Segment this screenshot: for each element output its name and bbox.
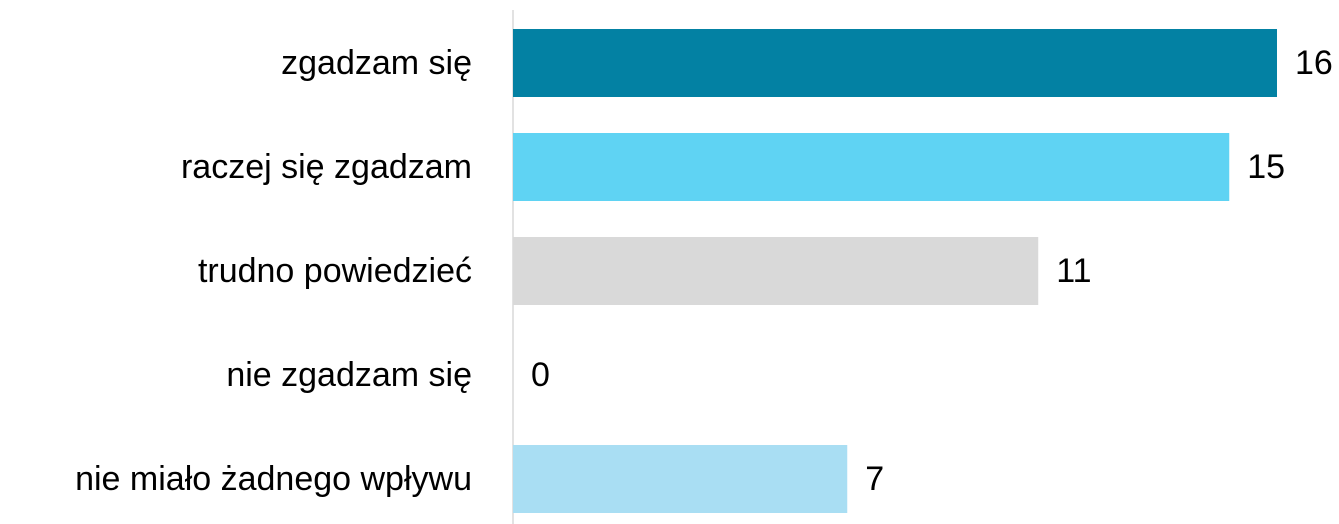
value-label: 16 (1295, 44, 1333, 82)
bar (513, 133, 1230, 201)
bar (513, 237, 1039, 305)
category-label: zgadzam się (281, 44, 472, 82)
category-label: raczej się zgadzam (181, 148, 472, 186)
bar (513, 445, 848, 513)
value-label: 15 (1247, 148, 1285, 186)
category-label: nie miało żadnego wpływu (75, 460, 472, 498)
bar (513, 29, 1277, 97)
category-label: nie zgadzam się (226, 356, 472, 394)
value-label: 0 (531, 356, 550, 394)
category-label: trudno powiedzieć (198, 252, 472, 290)
value-label: 11 (1056, 252, 1091, 290)
value-label: 7 (865, 460, 884, 498)
